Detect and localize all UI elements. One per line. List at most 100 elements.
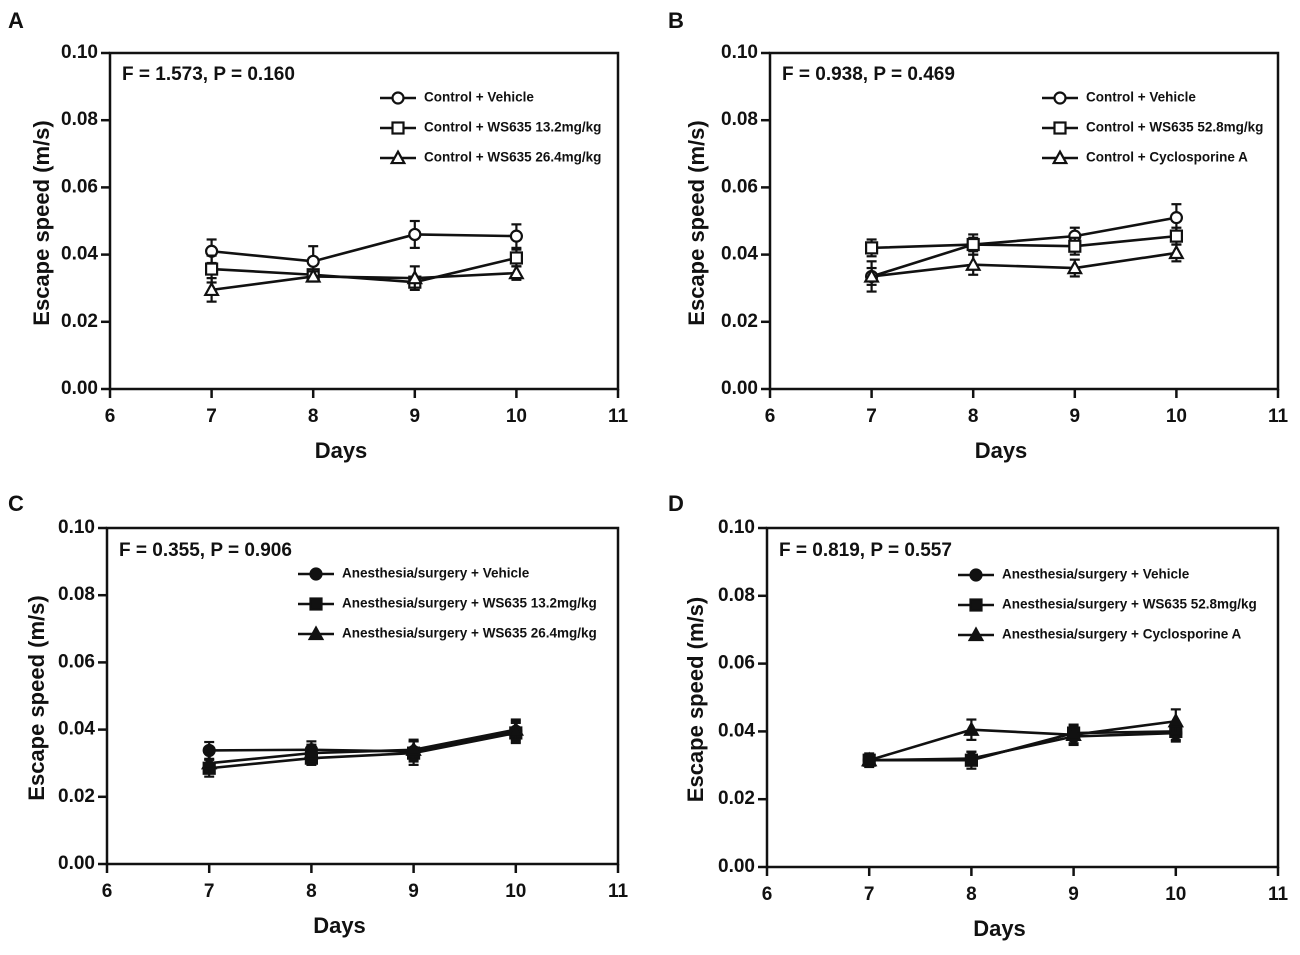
- legend-marker: [391, 91, 405, 105]
- x-tick-label: 10: [505, 881, 526, 902]
- y-tick-label: 0.06: [61, 176, 98, 197]
- x-tick-label: 10: [1165, 884, 1186, 905]
- x-tick-label: 10: [506, 406, 527, 427]
- legend-item: Anesthesia/surgery + WS635 26.4mg/kg: [298, 625, 597, 641]
- legend-label: Anesthesia/surgery + Vehicle: [342, 566, 530, 581]
- y-tick-label: 0.02: [721, 311, 758, 332]
- series-line: [211, 233, 517, 263]
- data-point: [964, 753, 979, 767]
- x-axis-title: Days: [313, 913, 366, 938]
- data-point: [861, 751, 878, 767]
- data-point: [405, 741, 422, 756]
- data-point: [864, 241, 879, 255]
- y-tick-label: 0.08: [61, 109, 98, 130]
- x-tick-label: 9: [1070, 406, 1081, 427]
- x-tick-label: 6: [762, 884, 773, 905]
- legend-marker: [969, 568, 983, 582]
- panel-d: D 0.00 0.02 0.04 0.06 0.08 0.10 6 7 8 9 10 11 Days Esc…: [668, 491, 1288, 941]
- x-tick-label: 7: [864, 884, 875, 905]
- panel-letter: A: [8, 8, 24, 33]
- panel-a: A 0.00 0.02 0.04 0.06 0.08 0.10 6 7 8 9 10 11 Days Esc…: [8, 8, 628, 463]
- legend-label: Anesthesia/surgery + WS635 52.8mg/kg: [1002, 597, 1257, 612]
- y-tick-label: 0.00: [61, 378, 98, 399]
- series-line: [211, 271, 517, 292]
- legend-label: Anesthesia/surgery + Vehicle: [1002, 567, 1190, 582]
- panel-b: B 0.00 0.02 0.04 0.06 0.08 0.10 6 7 8 9 10 11 Days Esc…: [668, 8, 1288, 463]
- plot-frame: [765, 526, 1280, 869]
- y-tick-label: 0.08: [58, 584, 95, 605]
- data-point: [1066, 259, 1083, 275]
- y-tick-label: 0.04: [721, 244, 758, 265]
- x-tick-label: 11: [608, 881, 629, 902]
- y-tick-label: 0.00: [718, 856, 755, 877]
- y-tick-label: 0.02: [58, 786, 95, 807]
- series-line: [209, 731, 517, 770]
- y-axis-title: Escape speed (m/s): [24, 595, 49, 800]
- x-tick-label: 8: [306, 881, 317, 902]
- data-point: [1169, 229, 1184, 243]
- data-point: [1065, 726, 1082, 741]
- y-tick-label: 0.06: [58, 651, 95, 672]
- x-tick-label: 6: [105, 406, 116, 427]
- plot-frame: [105, 526, 620, 866]
- x-tick-label: 9: [410, 406, 421, 427]
- legend-marker: [309, 567, 323, 581]
- legend-item: Control + WS635 13.2mg/kg: [380, 120, 601, 135]
- legend-marker: [391, 121, 405, 135]
- y-tick-label: 0.10: [61, 42, 98, 63]
- legend-label: Control + WS635 26.4mg/kg: [424, 150, 601, 165]
- data-point: [406, 269, 423, 285]
- legend-item: Anesthesia/surgery + Cyclosporine A: [958, 626, 1241, 642]
- y-tick-label: 0.00: [58, 853, 95, 874]
- legend-marker: [307, 625, 325, 641]
- data-point: [201, 754, 218, 770]
- x-tick-label: 8: [968, 406, 979, 427]
- data-point: [966, 237, 980, 252]
- data-point: [408, 227, 422, 242]
- x-tick-label: 10: [1166, 406, 1187, 427]
- x-tick-label: 7: [204, 881, 215, 902]
- legend-label: Control + Vehicle: [424, 90, 534, 105]
- legend-item: Control + Vehicle: [1042, 90, 1196, 105]
- series-line: [868, 719, 1176, 762]
- legend-marker: [389, 149, 407, 165]
- data-point: [508, 264, 525, 280]
- x-tick-label: 8: [966, 884, 977, 905]
- y-tick-label: 0.10: [718, 517, 755, 538]
- x-tick-label: 9: [408, 881, 419, 902]
- data-point: [1168, 244, 1185, 260]
- data-point: [203, 281, 220, 297]
- legend-item: Control + WS635 26.4mg/kg: [380, 149, 601, 165]
- y-tick-label: 0.08: [718, 585, 755, 606]
- x-tick-label: 6: [102, 881, 113, 902]
- panel-letter: C: [8, 491, 24, 516]
- x-axis-title: Days: [975, 438, 1028, 463]
- x-tick-label: 9: [1068, 884, 1079, 905]
- legend-item: Anesthesia/surgery + WS635 13.2mg/kg: [298, 596, 597, 611]
- y-tick-label: 0.04: [718, 720, 755, 741]
- series-line: [871, 234, 1177, 250]
- data-point: [205, 262, 219, 276]
- legend-label: Control + Vehicle: [1086, 90, 1196, 105]
- plot-frame: [768, 51, 1280, 391]
- x-axis-title: Days: [315, 438, 368, 463]
- legend-label: Control + WS635 13.2mg/kg: [424, 120, 601, 135]
- legend-item: Control + Cyclosporine A: [1042, 149, 1248, 165]
- x-tick-label: 7: [866, 406, 877, 427]
- legend-label: Anesthesia/surgery + WS635 13.2mg/kg: [342, 596, 597, 611]
- legend-marker: [309, 597, 323, 611]
- stats-annotation: F = 0.819, P = 0.557: [779, 540, 952, 561]
- series-2: [864, 226, 1184, 258]
- series-line: [209, 728, 517, 765]
- data-point: [306, 254, 320, 268]
- stats-annotation: F = 0.355, P = 0.906: [119, 540, 292, 561]
- data-point: [1169, 211, 1184, 225]
- data-point: [305, 267, 322, 283]
- plot-frame: [108, 51, 620, 391]
- y-tick-label: 0.08: [721, 109, 758, 130]
- series-3: [201, 718, 524, 775]
- stats-annotation: F = 1.573, P = 0.160: [122, 64, 295, 85]
- y-tick-label: 0.10: [721, 42, 758, 63]
- x-tick-label: 8: [308, 406, 319, 427]
- panel-letter: B: [668, 8, 684, 33]
